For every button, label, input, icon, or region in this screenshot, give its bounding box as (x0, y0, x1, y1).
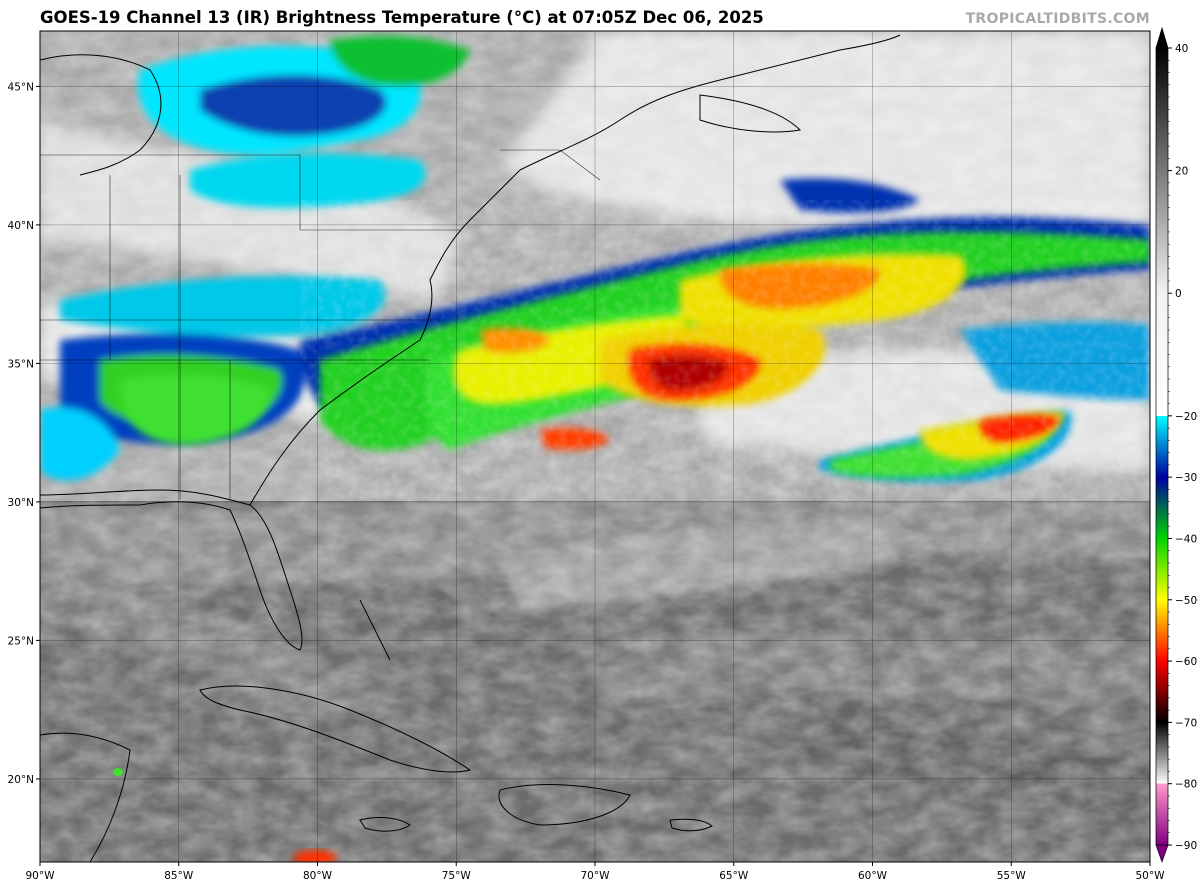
colorbar-tick-label: −30 (1175, 472, 1197, 484)
lon-tick-label: 90°W (26, 870, 56, 882)
puerto-rico-outline (669, 818, 713, 832)
lat-lon-grid (40, 31, 1150, 862)
lon-tick-label: 85°W (164, 870, 194, 882)
colorbar-tick-label: −70 (1175, 717, 1197, 729)
colorbar-tick-label: −20 (1175, 411, 1197, 423)
colorbar-tick-label: −50 (1175, 595, 1197, 607)
colorbar-gradient (1155, 47, 1169, 846)
lon-tick-label: 80°W (303, 870, 333, 882)
longitude-labels: 90°W 85°W 80°W 75°W 70°W 65°W 60°W 55°W 50°W (26, 862, 1166, 882)
colorbar-tick-label: 0 (1175, 288, 1182, 300)
temperature-colorbar: 40 20 0 −20 −30 −40 −50 −60 −70 −80 −90 (1155, 26, 1197, 864)
source-watermark: TROPICALTIDBITS.COM (965, 11, 1150, 27)
gulf-coast-florida (40, 489, 303, 651)
lon-tick-label: 60°W (858, 870, 888, 882)
great-lakes-outline (40, 54, 162, 176)
colorbar-max-extend (1155, 26, 1169, 49)
colorbar-tick-label: −40 (1175, 533, 1197, 545)
map-title: GOES-19 Channel 13 (IR) Brightness Tempe… (40, 8, 764, 27)
latitude-labels: 20°N 25°N 30°N 35°N 40°N 45°N (8, 81, 40, 786)
hispaniola-outline (498, 784, 631, 826)
lat-tick-label: 30°N (8, 497, 34, 509)
lat-tick-label: 35°N (8, 358, 34, 370)
lon-tick-label: 55°W (997, 870, 1027, 882)
lat-tick-label: 45°N (8, 81, 34, 93)
bahamas-outline (359, 599, 391, 661)
lat-tick-label: 40°N (8, 220, 34, 232)
colorbar-tick-label: −80 (1175, 779, 1197, 791)
lon-tick-label: 70°W (581, 870, 611, 882)
colorbar-tick-label: 40 (1175, 43, 1188, 55)
lon-tick-label: 75°W (442, 870, 472, 882)
colorbar-tick-label: −90 (1175, 840, 1197, 852)
jamaica-outline (359, 817, 411, 832)
lat-tick-label: 20°N (8, 774, 34, 786)
lon-tick-label: 65°W (719, 870, 749, 882)
colorbar-min-extend (1155, 844, 1169, 864)
cuba-outline (199, 685, 472, 773)
nova-scotia-outline (699, 94, 802, 133)
colorbar-tick-label: −60 (1175, 656, 1197, 668)
yucatan-outline (40, 732, 131, 862)
caribbean-cold-spot (293, 850, 337, 862)
lat-tick-label: 25°N (8, 635, 34, 647)
coastlines (40, 34, 901, 862)
cloud-speckle (300, 200, 1150, 500)
map-area (40, 31, 1150, 862)
state-borders (40, 149, 601, 500)
yucatan-cold-spot (113, 768, 123, 776)
atlantic-coast (249, 34, 901, 506)
colorbar-tick-label: 20 (1175, 166, 1188, 178)
lon-tick-label: 50°W (1136, 870, 1166, 882)
